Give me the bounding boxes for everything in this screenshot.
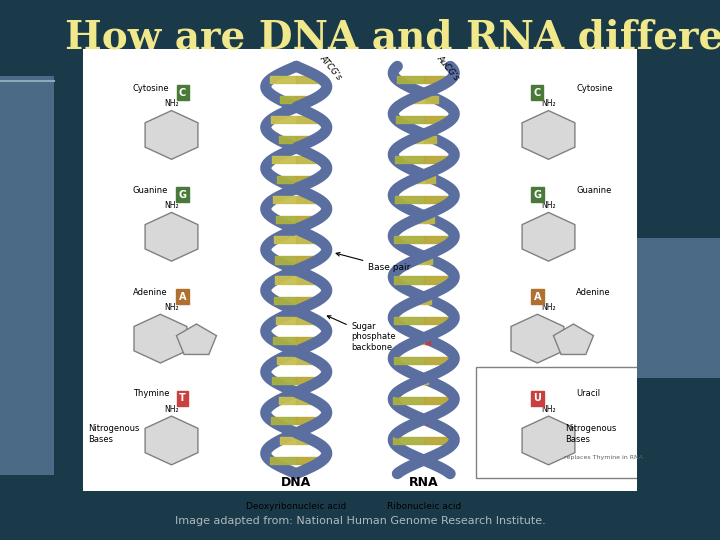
Polygon shape bbox=[134, 314, 186, 363]
Text: NH₂: NH₂ bbox=[164, 99, 179, 109]
Text: RNA: RNA bbox=[409, 476, 438, 489]
Polygon shape bbox=[176, 324, 217, 354]
Text: NH₂: NH₂ bbox=[541, 405, 556, 414]
Text: A: A bbox=[534, 292, 541, 301]
Bar bbox=[619, 238, 720, 378]
Text: G: G bbox=[179, 190, 186, 200]
Text: Adenine: Adenine bbox=[576, 288, 611, 296]
Text: NH₂: NH₂ bbox=[164, 405, 179, 414]
Text: Sugar
phosphate
backbone: Sugar phosphate backbone bbox=[328, 316, 396, 352]
Text: Base pair: Base pair bbox=[336, 253, 410, 272]
Text: ATCG's: ATCG's bbox=[318, 53, 344, 81]
Bar bbox=[83, 49, 637, 491]
Text: Cytosine: Cytosine bbox=[132, 84, 169, 93]
Text: Adenine: Adenine bbox=[132, 288, 167, 296]
Bar bbox=[0, 76, 54, 475]
Polygon shape bbox=[522, 416, 575, 465]
Text: C: C bbox=[179, 88, 186, 98]
Text: NH₂: NH₂ bbox=[164, 201, 179, 210]
Text: Image adapted from: National Human Genome Research Institute.: Image adapted from: National Human Genom… bbox=[175, 516, 545, 526]
Text: Ribonucleic acid: Ribonucleic acid bbox=[387, 502, 461, 511]
Text: How are DNA and RNA different?: How are DNA and RNA different? bbox=[65, 19, 720, 57]
Text: NH₂: NH₂ bbox=[541, 201, 556, 210]
Polygon shape bbox=[145, 111, 198, 159]
Polygon shape bbox=[511, 314, 564, 363]
Text: Cytosine: Cytosine bbox=[576, 84, 613, 93]
Polygon shape bbox=[522, 212, 575, 261]
Text: C: C bbox=[534, 88, 541, 98]
Text: Deoxyribonucleic acid: Deoxyribonucleic acid bbox=[246, 502, 346, 511]
Text: G: G bbox=[534, 190, 541, 200]
Text: replaces Thymine in RNA: replaces Thymine in RNA bbox=[564, 455, 644, 461]
Text: NH₂: NH₂ bbox=[164, 303, 179, 312]
Text: NH₂: NH₂ bbox=[541, 99, 556, 109]
Polygon shape bbox=[145, 212, 198, 261]
Text: A: A bbox=[179, 292, 186, 301]
Text: DNA: DNA bbox=[281, 476, 311, 489]
Text: Uracil: Uracil bbox=[576, 389, 600, 399]
Text: Guanine: Guanine bbox=[132, 186, 168, 195]
Text: U: U bbox=[534, 394, 541, 403]
Text: Thymine: Thymine bbox=[132, 389, 169, 399]
Text: Guanine: Guanine bbox=[576, 186, 611, 195]
Text: Nitrogenous
Bases: Nitrogenous Bases bbox=[565, 424, 616, 443]
Text: Nitrogenous
Bases: Nitrogenous Bases bbox=[89, 424, 140, 443]
Polygon shape bbox=[522, 111, 575, 159]
Text: AuCG's: AuCG's bbox=[435, 53, 461, 82]
Text: T: T bbox=[179, 394, 186, 403]
Polygon shape bbox=[554, 324, 593, 354]
Text: NH₂: NH₂ bbox=[541, 303, 556, 312]
Polygon shape bbox=[145, 416, 198, 465]
